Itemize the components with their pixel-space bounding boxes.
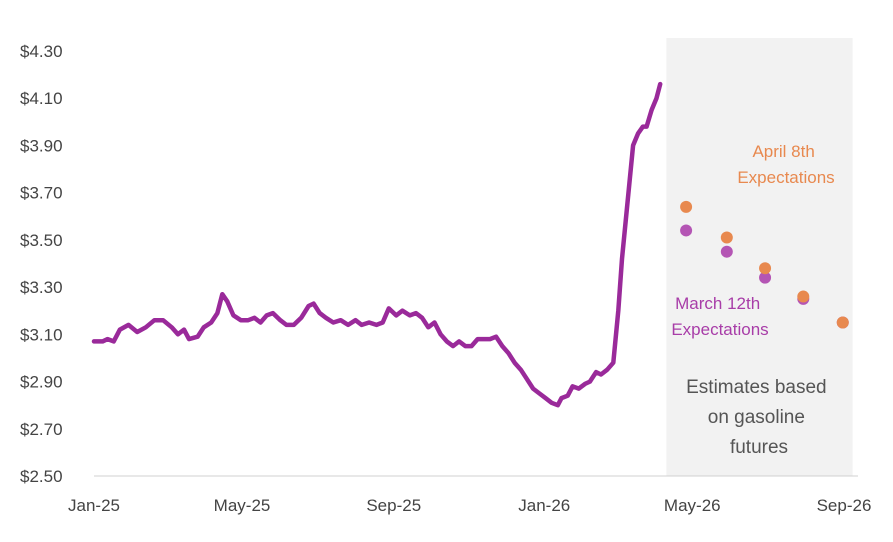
x-tick-label: May-25 <box>214 496 271 515</box>
x-axis-ticks: Jan-25 May-25 Sep-25 Jan-26 May-26 Sep-26 <box>68 496 871 515</box>
x-tick-label: May-26 <box>664 496 721 515</box>
expectation-points <box>680 200 849 329</box>
y-tick-label: $4.10 <box>20 89 63 108</box>
forecast-shading <box>666 38 853 476</box>
y-tick-label: $3.10 <box>20 325 63 344</box>
march-expectations-label: March 12th Expectations <box>671 294 768 339</box>
y-tick-label: $3.50 <box>20 231 63 250</box>
y-axis-ticks: $4.30 $4.10 $3.90 $3.70 $3.50 $3.30 $3.10 $2.90… <box>20 42 63 486</box>
y-tick-label: $3.30 <box>20 278 63 297</box>
x-tick-label: Sep-25 <box>366 496 421 515</box>
x-tick-label: Jan-26 <box>518 496 570 515</box>
gas-price-line <box>91 81 663 408</box>
april-label-line-2: Expectations <box>737 168 834 187</box>
y-tick-label: $4.30 <box>20 42 63 61</box>
march-expectation-point <box>720 245 733 258</box>
march-expectation-point <box>680 224 693 237</box>
y-tick-label: $2.90 <box>20 373 63 392</box>
y-tick-label: $2.50 <box>20 467 63 486</box>
march-label-line-2: Expectations <box>671 320 768 339</box>
march-expectation-point <box>759 271 772 284</box>
april-expectation-point <box>680 200 693 213</box>
april-expectation-point <box>759 262 772 275</box>
april-expectation-point <box>836 316 849 329</box>
y-tick-label: $3.90 <box>20 136 63 155</box>
april-expectation-point <box>797 290 810 303</box>
futures-note-line-3: futures <box>730 437 788 458</box>
march-label-line-1: March 12th <box>675 294 760 313</box>
futures-note-line-1: Estimates based <box>686 377 826 398</box>
x-tick-label: Sep-26 <box>817 496 872 515</box>
april-label-line-1: April 8th <box>752 142 814 161</box>
x-tick-label: Jan-25 <box>68 496 120 515</box>
futures-note-line-2: on gasoline <box>708 407 805 428</box>
y-tick-label: $3.70 <box>20 184 63 203</box>
futures-note: Estimates based on gasoline futures <box>686 377 832 458</box>
y-tick-label: $2.70 <box>20 420 63 439</box>
april-expectation-point <box>720 231 733 244</box>
april-expectations-label: April 8th Expectations <box>737 142 834 187</box>
